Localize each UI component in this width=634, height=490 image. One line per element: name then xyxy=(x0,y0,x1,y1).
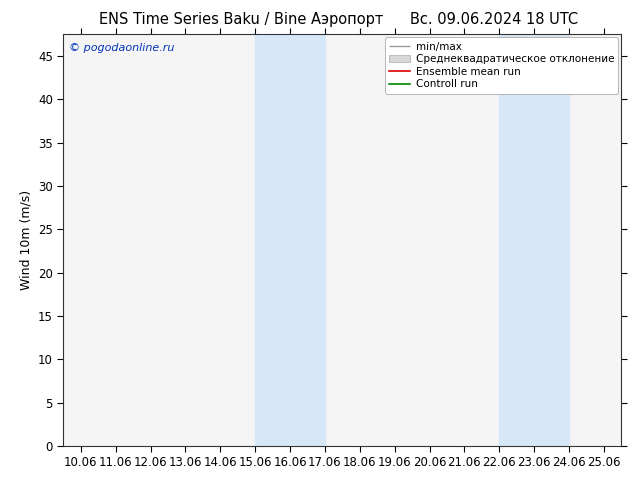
Text: ENS Time Series Baku / Bine Аэропорт: ENS Time Series Baku / Bine Аэропорт xyxy=(99,12,383,27)
Y-axis label: Wind 10m (m/s): Wind 10m (m/s) xyxy=(20,190,32,290)
Bar xyxy=(500,34,569,446)
Text: © pogodaonline.ru: © pogodaonline.ru xyxy=(69,43,174,52)
Legend: min/max, Среднеквадратическое отклонение, Ensemble mean run, Controll run: min/max, Среднеквадратическое отклонение… xyxy=(385,37,618,94)
Bar xyxy=(255,34,325,446)
Text: Вс. 09.06.2024 18 UTC: Вс. 09.06.2024 18 UTC xyxy=(410,12,579,27)
